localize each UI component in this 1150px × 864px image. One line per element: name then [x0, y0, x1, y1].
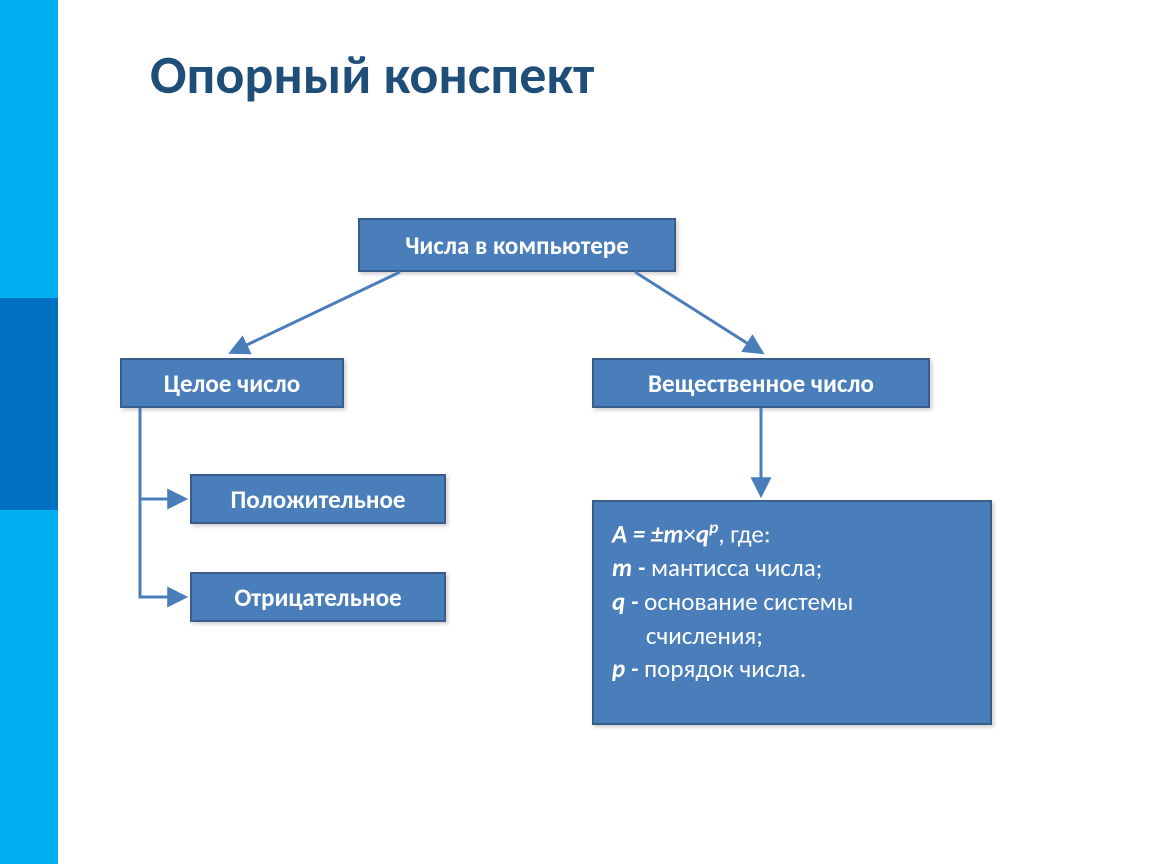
node-real: Вещественное число — [592, 358, 930, 408]
edge-arrow — [635, 272, 761, 352]
sidebar-accent-dark — [0, 298, 58, 510]
node-pos: Положительное — [190, 474, 446, 524]
infobox-line: m - мантисса числа; — [612, 551, 972, 585]
node-root-label: Числа в компьютере — [405, 230, 629, 261]
node-pos-label: Положительное — [230, 484, 405, 515]
edge-elbow-arrow — [140, 408, 184, 597]
node-integer: Целое число — [120, 358, 344, 408]
node-neg: Отрицательное — [190, 572, 446, 622]
edge-elbow-arrow — [140, 408, 184, 499]
diagram-stage: Опорный конспект Числа в компьютере Цело… — [0, 0, 1150, 864]
page-title: Опорный конспект — [150, 42, 594, 108]
infobox-line: q - основание системы — [612, 585, 972, 619]
infobox-line: счисления; — [612, 619, 972, 653]
node-neg-label: Отрицательное — [234, 582, 401, 613]
infobox-line: A = ±m×qp, где: — [612, 516, 972, 551]
node-integer-label: Целое число — [164, 368, 300, 399]
edge-arrow — [232, 272, 400, 352]
node-real-label: Вещественное число — [648, 368, 874, 399]
edges-layer — [0, 0, 1150, 864]
node-root: Числа в компьютере — [358, 218, 676, 272]
infobox-line: p - порядок числа. — [612, 652, 972, 686]
formula-infobox: A = ±m×qp, где:m - мантисса числа;q - ос… — [592, 500, 992, 725]
